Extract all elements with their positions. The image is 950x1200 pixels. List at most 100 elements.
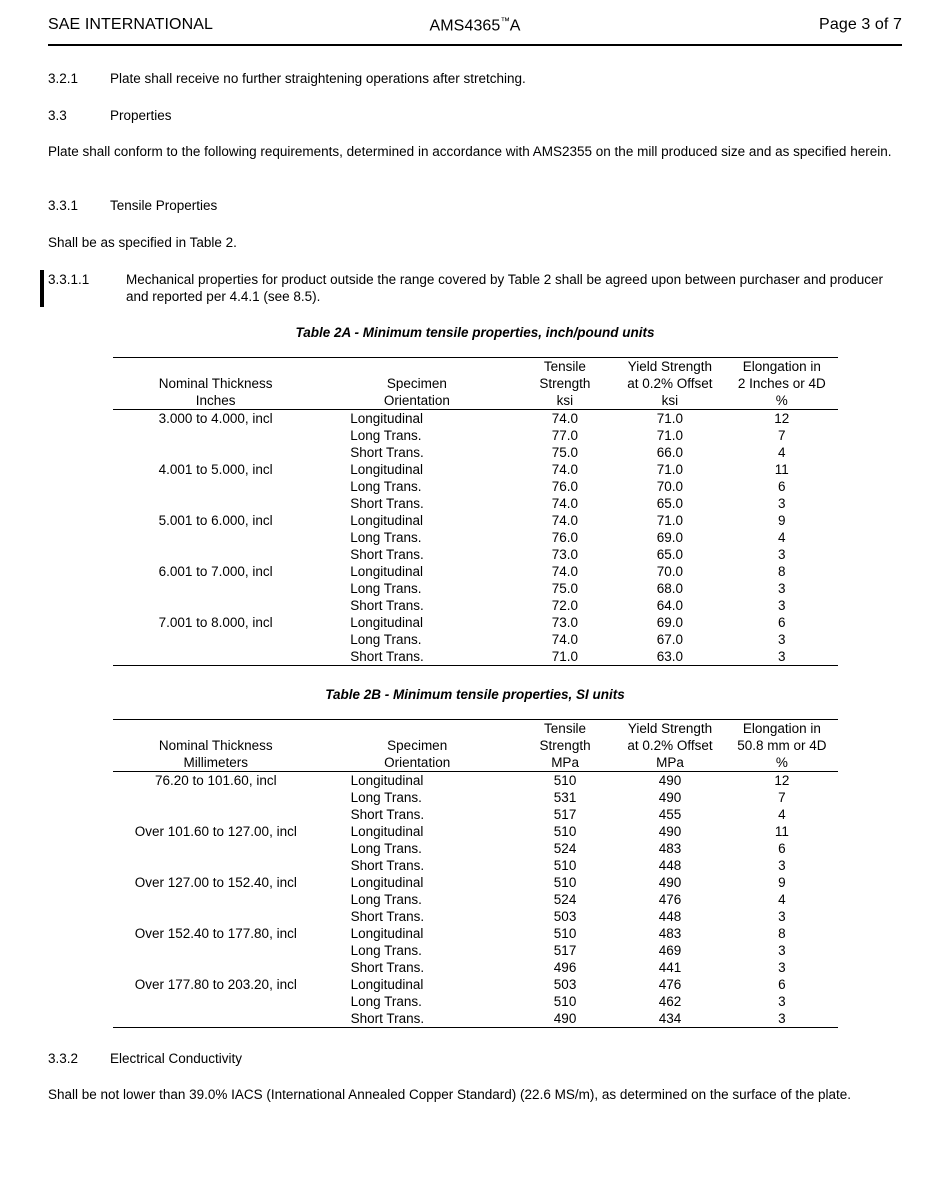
table-2b-cell-tensile-strength: 496 xyxy=(553,960,577,975)
table-2a-cell-elongation: 3 xyxy=(778,581,786,596)
table-2b-cell-tensile-strength: 503 xyxy=(553,977,577,992)
table-2b-cell-nominal-thickness xyxy=(113,908,319,925)
table-2b-cell-elongation: 3 xyxy=(778,960,786,975)
table-2b-cell-nominal-thickness xyxy=(113,1010,319,1028)
section-3-3-1-text: Tensile Properties xyxy=(110,198,218,213)
section-3-3-number: 3.3 xyxy=(48,108,67,123)
table-2a-cell-yield-strength: 64.0 xyxy=(656,598,684,613)
table-2b-cell-yield-strength: 469 xyxy=(658,943,682,958)
table-2a-cell-specimen-orientation: Short Trans. xyxy=(350,445,424,460)
table-2a-cell-yield-strength: 70.0 xyxy=(656,479,684,494)
table-2a-cell-yield-strength: 71.0 xyxy=(656,428,684,443)
table-2b-row: Short Trans. 503 448 3 xyxy=(113,908,838,925)
header-line-3: ksi xyxy=(661,393,679,408)
table-2a-cell-nominal-thickness: 3.000 to 4.000, incl xyxy=(158,411,273,426)
table-2b-cell-tensile-strength: 510 xyxy=(553,858,577,873)
table-2b-cell-elongation: 6 xyxy=(778,977,786,992)
table-2a-cell-tensile-strength: 74.0 xyxy=(551,462,579,477)
table-2b-cell-elongation: 8 xyxy=(778,926,786,941)
table-2a-cell-specimen-orientation: Short Trans. xyxy=(318,648,516,666)
table-2a-cell-specimen-orientation: Longitudinal xyxy=(350,564,424,579)
table-2b-cell-nominal-thickness xyxy=(113,806,319,823)
header-doc-base: AMS4365 xyxy=(429,17,501,35)
table-2a-cell-tensile-strength: 74.0 xyxy=(551,513,579,528)
section-3-3-1: 3.3.1 Tensile Properties xyxy=(48,197,902,214)
header-line-2: Strength xyxy=(539,376,591,391)
table-2a-cell-specimen-orientation: Long Trans. xyxy=(350,632,422,647)
table-2b-cell-yield-strength: 441 xyxy=(658,960,682,975)
table-2a-cell-elongation: 8 xyxy=(778,564,786,579)
table-2a-cell-elongation: 3 xyxy=(778,632,786,647)
table-2a-row: Long Trans. 76.0 70.0 6 xyxy=(113,478,838,495)
table-2a-cell-elongation: 3 xyxy=(778,547,786,562)
table-2b-cell-elongation: 9 xyxy=(778,875,786,890)
table-2a-cell-specimen-orientation: Longitudinal xyxy=(350,411,424,426)
table-2a-row: Short Trans. 71.0 63.0 3 xyxy=(113,648,838,666)
table-2b-cell-tensile-strength: 510 xyxy=(553,926,577,941)
header-line-2: Strength xyxy=(539,738,591,753)
table-2a-cell-nominal-thickness: 4.001 to 5.000, incl xyxy=(158,462,273,477)
table-2a-cell-tensile-strength: 76.0 xyxy=(551,530,579,545)
table-2a-cell-nominal-thickness xyxy=(113,546,318,563)
table-2b-col-yield-strength: Yield Strength at 0.2% Offset MPa xyxy=(614,719,726,772)
table-2a: Nominal Thickness Inches Specimen Orient… xyxy=(113,357,838,666)
table-2a-cell-tensile-strength: 71.0 xyxy=(515,648,615,666)
table-2a-row: Short Trans. 74.0 65.0 3 xyxy=(113,495,838,512)
table-2b-cell-nominal-thickness xyxy=(113,840,319,857)
table-2b-cell-yield-strength: 483 xyxy=(658,841,682,856)
table-2a-cell-tensile-strength: 74.0 xyxy=(551,496,579,511)
header-line-3: MPa xyxy=(551,755,579,770)
table-2a-cell-specimen-orientation: Longitudinal xyxy=(350,513,424,528)
table-2a-cell-nominal-thickness xyxy=(113,444,318,461)
paragraph-conductivity: Shall be not lower than 39.0% IACS (Inte… xyxy=(48,1087,851,1102)
table-2b-cell-tensile-strength: 510 xyxy=(553,773,577,788)
table-2a-cell-elongation: 3 xyxy=(778,598,786,613)
table-2a-cell-tensile-strength: 72.0 xyxy=(551,598,579,613)
table-2b-cell-specimen-orientation: Short Trans. xyxy=(350,807,425,822)
table-2a-row: 7.001 to 8.000, incl Longitudinal 73.0 69.0… xyxy=(113,614,838,631)
paragraph-conformance: Plate shall conform to the following req… xyxy=(48,144,892,159)
section-3-3-2-text: Electrical Conductivity xyxy=(110,1051,243,1066)
table-2a-cell-nominal-thickness xyxy=(113,427,318,444)
table-2a-cell-yield-strength: 69.0 xyxy=(656,615,684,630)
table-2b-row: Over 127.00 to 152.40, incl Longitudinal 5… xyxy=(113,874,838,891)
table-2a-cell-nominal-thickness xyxy=(113,648,319,666)
table-2b-head: Nominal Thickness Millimeters Specimen O… xyxy=(113,719,838,772)
table-2b-cell-nominal-thickness xyxy=(113,993,319,1010)
table-2b-cell-elongation: 7 xyxy=(778,790,786,805)
paragraph-see-table-2: Shall be as specified in Table 2. xyxy=(48,235,237,250)
table-2a-cell-yield-strength: 65.0 xyxy=(656,547,684,562)
table-2b-row: 76.20 to 101.60, incl Longitudinal 510 490 1… xyxy=(113,772,838,790)
table-2b-cell-specimen-orientation: Short Trans. xyxy=(318,1010,516,1028)
table-2a-cell-yield-strength: 71.0 xyxy=(656,513,684,528)
table-2a-row: 6.001 to 7.000, incl Longitudinal 74.0 70.0… xyxy=(113,563,838,580)
section-3-3: 3.3 Properties xyxy=(48,107,902,124)
table-2b-cell-elongation: 4 xyxy=(778,807,786,822)
table-2a-cell-elongation: 6 xyxy=(778,479,786,494)
table-2b-cell-specimen-orientation: Long Trans. xyxy=(350,790,422,805)
table-2b-cell-yield-strength: 490 xyxy=(658,875,682,890)
table-2b-cell-yield-strength: 476 xyxy=(658,892,682,907)
table-2b-row: Short Trans. 490 434 3 xyxy=(113,1010,838,1028)
header-line-3: ksi xyxy=(556,393,574,408)
table-2b-cell-nominal-thickness xyxy=(113,959,319,976)
table-2b-cell-nominal-thickness xyxy=(113,942,319,959)
table-2b-cell-yield-strength: 490 xyxy=(658,790,682,805)
header-line-1: Elongation in xyxy=(742,359,821,374)
section-3-3-1-1-number: 3.3.1.1 xyxy=(48,272,90,287)
table-2b-cell-nominal-thickness: 76.20 to 101.60, incl xyxy=(154,773,277,788)
table-2b-cell-specimen-orientation: Long Trans. xyxy=(350,841,422,856)
header-line-1 xyxy=(318,358,515,375)
table-2b-row: Over 152.40 to 177.80, incl Longitudinal 5… xyxy=(113,925,838,942)
table-2a-head: Nominal Thickness Inches Specimen Orient… xyxy=(113,357,838,410)
table-2a-row: Short Trans. 75.0 66.0 4 xyxy=(113,444,838,461)
table-2a-cell-elongation: 4 xyxy=(778,445,786,460)
table-2a-cell-elongation: 3 xyxy=(725,648,838,666)
header-line-1: Yield Strength xyxy=(627,721,713,736)
table-2a-row: 4.001 to 5.000, incl Longitudinal 74.0 71.0… xyxy=(113,461,838,478)
header-doc-revision: A xyxy=(509,17,521,35)
table-2a-cell-specimen-orientation: Long Trans. xyxy=(350,479,422,494)
table-2b-row: Long Trans. 510 462 3 xyxy=(113,993,838,1010)
table-2b-row: Short Trans. 517 455 4 xyxy=(113,806,838,823)
table-2a-row: 3.000 to 4.000, incl Longitudinal 74.0 71.0… xyxy=(113,410,838,428)
